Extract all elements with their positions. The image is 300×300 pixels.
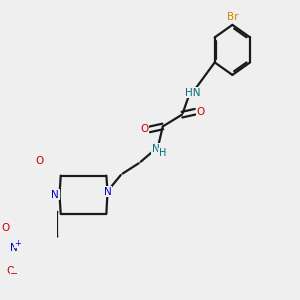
Text: N: N	[152, 143, 159, 154]
Text: −: −	[10, 269, 18, 279]
Text: H: H	[159, 148, 166, 158]
Text: Br: Br	[227, 12, 238, 22]
Text: O: O	[1, 223, 9, 233]
Text: +: +	[14, 238, 21, 247]
Text: O: O	[196, 107, 205, 117]
Text: N: N	[51, 190, 59, 200]
Text: O: O	[35, 157, 43, 166]
Text: O: O	[6, 266, 14, 276]
Text: HN: HN	[185, 88, 200, 98]
Text: N: N	[104, 187, 111, 197]
Text: N: N	[10, 243, 17, 253]
Text: O: O	[140, 124, 148, 134]
